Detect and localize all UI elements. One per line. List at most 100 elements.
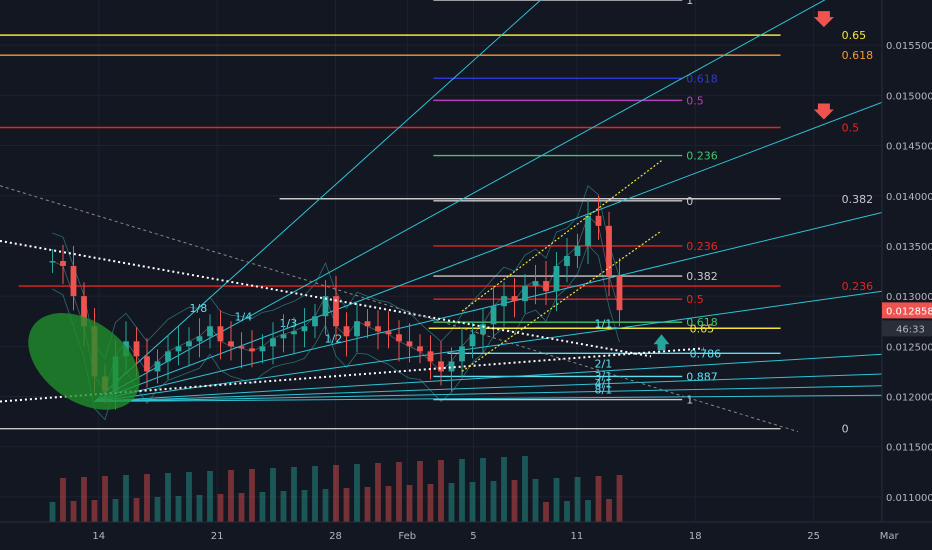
candle: [490, 286, 497, 339]
volume-bar: [154, 497, 161, 522]
gann-fan-line: [94, 212, 882, 403]
candle-body: [196, 336, 203, 342]
volume-bar: [490, 481, 497, 522]
time-tick: 28: [329, 531, 342, 542]
gann-fan: 1/81/41/31/21/12/13/14/18/1: [94, 0, 882, 403]
candle-body: [511, 296, 518, 302]
volume-bar: [133, 498, 140, 522]
volume-bar: [469, 482, 476, 522]
candle: [595, 195, 602, 240]
candle-body: [553, 266, 560, 292]
candle-body: [280, 334, 287, 339]
candle-body: [417, 346, 423, 352]
candle: [543, 261, 549, 306]
candle: [553, 251, 560, 312]
volume-bar: [343, 488, 350, 522]
fib-label: 0.65: [690, 322, 715, 335]
candle: [270, 322, 276, 365]
channel-top: [461, 160, 662, 312]
candle-body: [595, 215, 602, 226]
candle-body: [501, 296, 507, 307]
volume-bar: [60, 478, 66, 522]
candle: [564, 237, 570, 283]
candle: [511, 278, 518, 318]
volume-bar: [91, 500, 98, 522]
candle-body: [385, 331, 392, 335]
candle-body: [186, 341, 192, 347]
candle: [406, 323, 413, 363]
candle-body: [522, 286, 528, 302]
candle-body: [228, 341, 234, 347]
fib-inner-label: 0.618: [686, 316, 718, 329]
candle: [249, 330, 255, 368]
volume-bar: [280, 491, 287, 522]
gann-label: 2/1: [595, 358, 613, 371]
price-tick: 0.012000: [886, 393, 932, 404]
candle-body: [49, 261, 56, 263]
fib-label: 0.618: [842, 49, 874, 62]
volume-bar: [385, 486, 392, 522]
volume-bar: [427, 484, 434, 522]
candle: [448, 347, 455, 392]
volume-bar: [249, 469, 255, 522]
current-price-value: 0.012858: [886, 306, 932, 317]
volume-bar: [70, 501, 77, 522]
gann-label: 1/1: [595, 318, 613, 331]
gann-fan-line: [94, 101, 882, 403]
candle: [49, 248, 56, 274]
candle-body: [364, 321, 371, 327]
volume-bar: [364, 487, 371, 522]
candle-body: [490, 306, 497, 325]
candle-body: [270, 338, 276, 347]
candle-body: [354, 321, 360, 337]
countdown-value: 46:33: [896, 324, 925, 335]
candle-body: [291, 331, 297, 335]
volume-bar: [259, 492, 266, 522]
gann-fan-line: [94, 373, 882, 403]
fib-inner-label: 0.236: [686, 240, 718, 253]
volume-bar: [112, 499, 119, 522]
gann-label: 1/4: [235, 311, 253, 324]
candle: [438, 341, 444, 386]
candle: [417, 334, 423, 364]
fibonacci-levels: 0.650.6180.50.2360.3820.650.786010.6180.…: [0, 0, 873, 436]
gann-label: 1/3: [280, 317, 298, 330]
price-axis[interactable]: 0.015500 0.015000 0.014500 0.014000 0.013500…: [881, 0, 932, 550]
fib-label: 0.65: [842, 29, 867, 42]
candle: [364, 309, 371, 339]
candle: [343, 312, 350, 357]
candle: [228, 321, 234, 361]
candle-body: [207, 326, 213, 337]
fib-inner-label: 0.887: [686, 370, 718, 383]
candle-body: [238, 346, 245, 349]
volume-bar: [196, 495, 203, 522]
candle-body: [532, 281, 539, 287]
price-tick: 0.015000: [886, 91, 932, 102]
time-axis[interactable]: 14 21 28 Feb 5 11 18 25 Mar: [0, 521, 932, 550]
volume-bar: [448, 483, 455, 522]
candle-body: [396, 334, 402, 342]
candle-body: [322, 296, 329, 317]
candle-body: [301, 326, 308, 332]
price-tick: 0.014000: [886, 192, 932, 203]
gann-fan-line: [94, 385, 882, 403]
candle: [469, 322, 476, 359]
fib-inner-label: 0.5: [686, 94, 704, 107]
gann-fan-line: [94, 0, 542, 402]
candle: [616, 257, 623, 327]
annotations: [0, 11, 834, 433]
candle-body: [543, 281, 549, 292]
volume-bar: [186, 472, 192, 522]
candle-body: [480, 324, 486, 335]
candle-body: [175, 346, 182, 352]
candle: [385, 311, 392, 349]
candle: [207, 314, 213, 349]
volume-bar: [396, 462, 402, 522]
volume-bar: [616, 475, 623, 522]
candle: [154, 349, 161, 384]
volume-bar: [501, 457, 507, 522]
candle-body: [70, 266, 77, 297]
candle: [196, 318, 203, 358]
